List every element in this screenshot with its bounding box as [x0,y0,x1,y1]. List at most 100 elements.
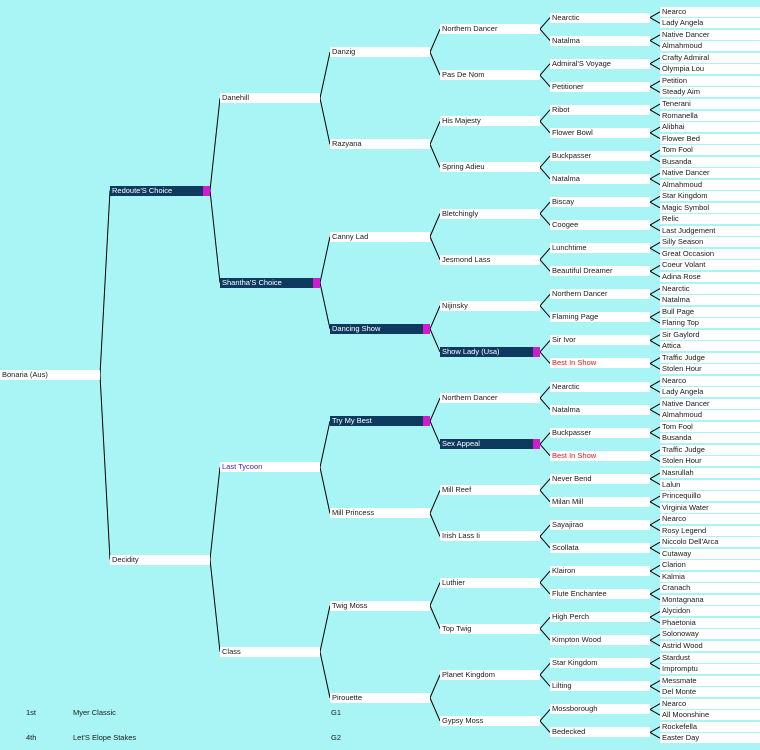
ancestor-gen6[interactable]: Messmate [660,675,760,686]
ancestor-gen5[interactable]: Admiral'S Voyage [550,58,650,69]
ancestor-gen6[interactable]: Bull Page [660,306,760,317]
ancestor-gen6[interactable]: Nasrullah [660,468,760,479]
ancestor-gen3[interactable]: Pirouette [330,692,430,703]
ancestor-gen4[interactable]: Nijinsky [440,300,540,311]
ancestor-gen4[interactable]: Sex Appeal [440,439,540,450]
ancestor-gen6[interactable]: Lady Angela [660,18,760,29]
ancestor-gen5[interactable]: High Perch [550,612,650,623]
ancestor-gen2[interactable]: Shantha'S Choice [220,277,320,288]
ancestor-gen6[interactable]: Lalun [660,479,760,490]
ancestor-gen4[interactable]: Northern Dancer [440,24,540,35]
ancestor-gen5[interactable]: Sayajirao [550,519,650,530]
ancestor-gen5[interactable]: Buckpasser [550,150,650,161]
ancestor-gen6[interactable]: Great Occasion [660,248,760,259]
ancestor-gen6[interactable]: Alycidon [660,606,760,617]
ancestor-gen6[interactable]: Attica [660,341,760,352]
ancestor-gen5[interactable]: Biscay [550,197,650,208]
ancestor-gen4[interactable]: Show Lady (Usa) [440,346,540,357]
ancestor-gen6[interactable]: Tom Fool [660,421,760,432]
ancestor-gen6[interactable]: Rosy Legend [660,525,760,536]
ancestor-gen6[interactable]: Nearco [660,698,760,709]
ancestor-gen6[interactable]: Silly Season [660,237,760,248]
ancestor-gen6[interactable]: Adina Rose [660,271,760,282]
ancestor-gen6[interactable]: Native Dancer [660,398,760,409]
ancestor-gen6[interactable]: Magic Symbol [660,202,760,213]
ancestor-gen5[interactable]: Nearctic [550,12,650,23]
ancestor-gen6[interactable]: Sir Gaylord [660,329,760,340]
ancestor-gen1[interactable]: Redoute'S Choice [110,185,210,196]
ancestor-gen6[interactable]: Romanella [660,110,760,121]
ancestor-gen6[interactable]: Stardust [660,652,760,663]
ancestor-gen6[interactable]: Traffic Judge [660,444,760,455]
ancestor-gen6[interactable]: Tenerani [660,99,760,110]
ancestor-gen4[interactable]: Planet Kingdom [440,669,540,680]
ancestor-gen3[interactable]: Dancing Show [330,323,430,334]
ancestor-gen4[interactable]: Luthier [440,577,540,588]
ancestor-gen5[interactable]: Mossborough [550,704,650,715]
ancestor-gen5[interactable]: Natalma [550,173,650,184]
ancestor-gen4[interactable]: Irish Lass Ii [440,531,540,542]
ancestor-gen6[interactable]: Almahmoud [660,41,760,52]
ancestor-gen6[interactable]: Flaring Top [660,318,760,329]
ancestor-gen6[interactable]: Niccolo Dell'Arca [660,537,760,548]
ancestor-gen6[interactable]: Crafty Admiral [660,52,760,63]
ancestor-gen5[interactable]: Sir Ivor [550,335,650,346]
ancestor-gen6[interactable]: Nearco [660,375,760,386]
ancestor-gen3[interactable]: Try My Best [330,416,430,427]
ancestor-gen6[interactable]: Clarion [660,560,760,571]
ancestor-gen6[interactable]: Montagnana [660,594,760,605]
ancestor-gen3[interactable]: Mill Princess [330,508,430,519]
ancestor-gen5[interactable]: Kimpton Wood [550,635,650,646]
ancestor-gen4[interactable]: Bletchingly [440,208,540,219]
ancestor-gen6[interactable]: Star Kingdom [660,191,760,202]
ancestor-gen3[interactable]: Twig Moss [330,600,430,611]
ancestor-gen6[interactable]: Kalmia [660,571,760,582]
ancestor-gen6[interactable]: Native Dancer [660,29,760,40]
ancestor-gen6[interactable]: Almahmoud [660,410,760,421]
ancestor-gen5[interactable]: Natalma [550,404,650,415]
ancestor-gen6[interactable]: Natalma [660,295,760,306]
ancestor-gen5[interactable]: Scollata [550,542,650,553]
ancestor-gen6[interactable]: Coeur Volant [660,260,760,271]
ancestor-gen5[interactable]: Beautiful Dreamer [550,266,650,277]
ancestor-gen6[interactable]: Phaetonia [660,617,760,628]
ancestor-gen6[interactable]: Virginia Water [660,502,760,513]
ancestor-gen6[interactable]: Native Dancer [660,168,760,179]
ancestor-gen5[interactable]: Buckpasser [550,427,650,438]
ancestor-gen6[interactable]: Alibhai [660,122,760,133]
ancestor-gen5[interactable]: Klairon [550,566,650,577]
ancestor-gen5[interactable]: Milan Mill [550,496,650,507]
ancestor-gen5[interactable]: Petitioner [550,81,650,92]
ancestor-gen4[interactable]: Spring Adieu [440,162,540,173]
ancestor-gen5[interactable]: Never Bend [550,473,650,484]
ancestor-gen2[interactable]: Class [220,646,320,657]
ancestor-gen4[interactable]: Top Twig [440,623,540,634]
ancestor-gen6[interactable]: Stolen Hour [660,456,760,467]
ancestor-gen6[interactable]: Solonoway [660,629,760,640]
ancestor-gen4[interactable]: Gypsy Moss [440,715,540,726]
ancestor-gen6[interactable]: All Moonshine [660,710,760,721]
ancestor-gen4[interactable]: Mill Reef [440,485,540,496]
ancestor-gen4[interactable]: Pas De Nom [440,70,540,81]
ancestor-gen6[interactable]: Last Judgement [660,225,760,236]
ancestor-gen6[interactable]: Easter Day [660,733,760,744]
ancestor-gen5[interactable]: Best In Show [550,450,650,461]
ancestor-gen4[interactable]: His Majesty [440,116,540,127]
ancestor-gen1[interactable]: Decidity [110,554,210,565]
ancestor-gen5[interactable]: Lunchtime [550,243,650,254]
ancestor-gen6[interactable]: Stolen Hour [660,364,760,375]
ancestor-gen6[interactable]: Del Monte [660,687,760,698]
ancestor-gen5[interactable]: Lilting [550,681,650,692]
ancestor-gen5[interactable]: Natalma [550,35,650,46]
ancestor-gen6[interactable]: Nearctic [660,283,760,294]
ancestor-gen6[interactable]: Flower Bed [660,133,760,144]
ancestor-gen5[interactable]: Flute Enchantee [550,589,650,600]
ancestor-gen5[interactable]: Star Kingdom [550,658,650,669]
ancestor-gen5[interactable]: Nearctic [550,381,650,392]
ancestor-gen5[interactable]: Best In Show [550,358,650,369]
ancestor-gen5[interactable]: Northern Dancer [550,289,650,300]
ancestor-gen4[interactable]: Jesmond Lass [440,254,540,265]
ancestor-gen6[interactable]: Busanda [660,156,760,167]
ancestor-gen5[interactable]: Coogee [550,220,650,231]
ancestor-gen6[interactable]: Impromptu [660,664,760,675]
